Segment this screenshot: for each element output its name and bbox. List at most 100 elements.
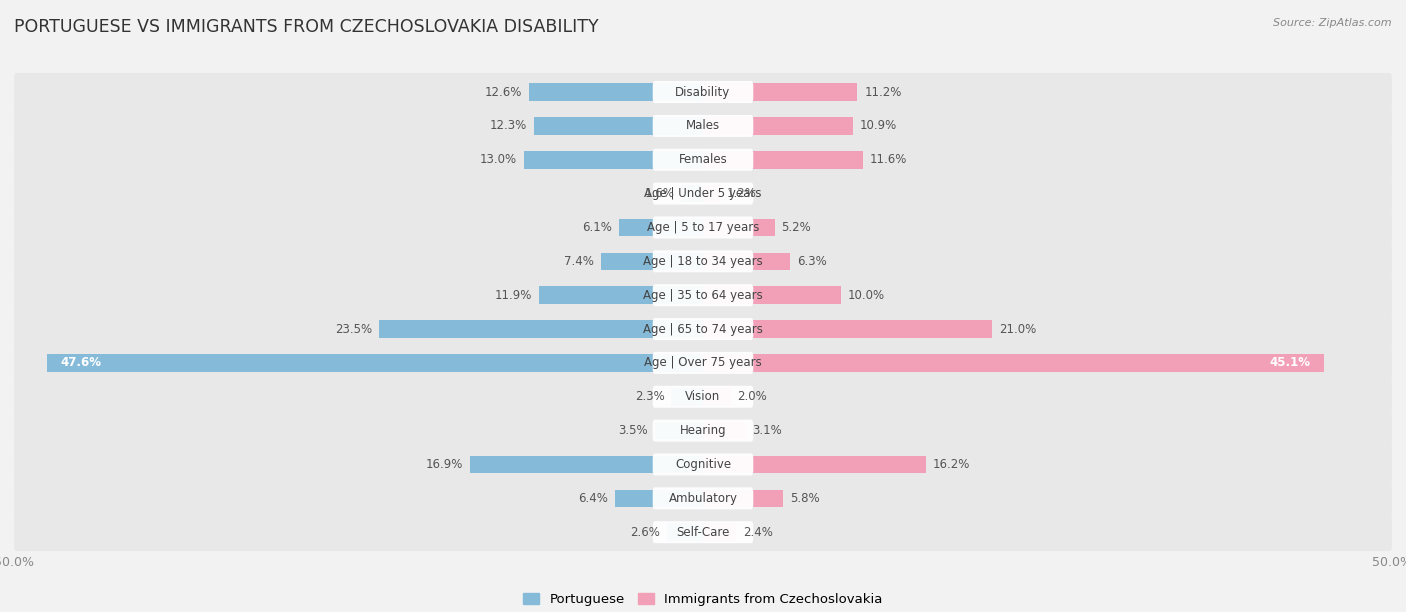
Bar	[470, 456, 703, 473]
Text: Self-Care: Self-Care	[676, 526, 730, 539]
Bar	[600, 253, 703, 270]
Bar	[703, 456, 927, 473]
FancyBboxPatch shape	[652, 182, 754, 204]
Bar	[703, 388, 731, 406]
Bar	[703, 185, 720, 203]
Text: 3.1%: 3.1%	[752, 424, 782, 437]
Text: 2.4%: 2.4%	[742, 526, 773, 539]
FancyBboxPatch shape	[14, 173, 1392, 215]
Text: Cognitive: Cognitive	[675, 458, 731, 471]
Bar	[380, 320, 703, 338]
Bar	[533, 117, 703, 135]
Text: PORTUGUESE VS IMMIGRANTS FROM CZECHOSLOVAKIA DISABILITY: PORTUGUESE VS IMMIGRANTS FROM CZECHOSLOV…	[14, 18, 599, 36]
FancyBboxPatch shape	[652, 81, 754, 103]
FancyBboxPatch shape	[14, 511, 1392, 553]
Bar	[619, 218, 703, 236]
Text: 11.2%: 11.2%	[865, 86, 901, 99]
Text: 21.0%: 21.0%	[1000, 323, 1036, 335]
FancyBboxPatch shape	[652, 250, 754, 272]
FancyBboxPatch shape	[14, 477, 1392, 520]
Text: 13.0%: 13.0%	[479, 153, 517, 166]
Bar	[671, 388, 703, 406]
Text: Disability: Disability	[675, 86, 731, 99]
Text: 5.2%: 5.2%	[782, 221, 811, 234]
Bar	[703, 422, 745, 439]
Bar	[703, 286, 841, 304]
Bar	[530, 83, 703, 101]
Bar	[703, 151, 863, 168]
FancyBboxPatch shape	[14, 274, 1392, 316]
Bar	[703, 354, 1324, 371]
FancyBboxPatch shape	[652, 420, 754, 442]
Bar	[524, 151, 703, 168]
Text: 16.2%: 16.2%	[934, 458, 970, 471]
FancyBboxPatch shape	[14, 443, 1392, 486]
Bar	[703, 490, 783, 507]
Bar	[703, 83, 858, 101]
FancyBboxPatch shape	[652, 487, 754, 509]
Text: Ambulatory: Ambulatory	[668, 492, 738, 505]
Text: 2.3%: 2.3%	[634, 390, 665, 403]
Text: Hearing: Hearing	[679, 424, 727, 437]
FancyBboxPatch shape	[652, 149, 754, 171]
Text: 45.1%: 45.1%	[1270, 356, 1310, 370]
Text: 2.6%: 2.6%	[630, 526, 661, 539]
FancyBboxPatch shape	[652, 352, 754, 374]
Text: 23.5%: 23.5%	[335, 323, 373, 335]
Legend: Portuguese, Immigrants from Czechoslovakia: Portuguese, Immigrants from Czechoslovak…	[517, 588, 889, 611]
Text: Age | 65 to 74 years: Age | 65 to 74 years	[643, 323, 763, 335]
Text: Females: Females	[679, 153, 727, 166]
Text: 1.6%: 1.6%	[644, 187, 673, 200]
Text: 1.2%: 1.2%	[727, 187, 756, 200]
Text: Males: Males	[686, 119, 720, 132]
Bar	[703, 218, 775, 236]
FancyBboxPatch shape	[14, 105, 1392, 147]
Text: 5.8%: 5.8%	[790, 492, 820, 505]
Text: 6.3%: 6.3%	[797, 255, 827, 268]
FancyBboxPatch shape	[14, 375, 1392, 418]
Text: Age | 5 to 17 years: Age | 5 to 17 years	[647, 221, 759, 234]
FancyBboxPatch shape	[14, 138, 1392, 181]
Text: Source: ZipAtlas.com: Source: ZipAtlas.com	[1274, 18, 1392, 28]
FancyBboxPatch shape	[652, 318, 754, 340]
FancyBboxPatch shape	[652, 284, 754, 306]
Text: 47.6%: 47.6%	[60, 356, 101, 370]
Text: Age | Under 5 years: Age | Under 5 years	[644, 187, 762, 200]
Bar	[614, 490, 703, 507]
Bar	[703, 523, 737, 541]
Bar	[703, 117, 853, 135]
FancyBboxPatch shape	[14, 308, 1392, 351]
Text: 6.1%: 6.1%	[582, 221, 612, 234]
FancyBboxPatch shape	[14, 341, 1392, 384]
Text: 10.9%: 10.9%	[860, 119, 897, 132]
Text: 12.3%: 12.3%	[489, 119, 527, 132]
Text: Age | Over 75 years: Age | Over 75 years	[644, 356, 762, 370]
Bar	[703, 320, 993, 338]
FancyBboxPatch shape	[652, 115, 754, 137]
Bar	[703, 253, 790, 270]
FancyBboxPatch shape	[14, 409, 1392, 452]
FancyBboxPatch shape	[652, 521, 754, 543]
Text: 16.9%: 16.9%	[426, 458, 463, 471]
Text: 6.4%: 6.4%	[578, 492, 607, 505]
Text: 10.0%: 10.0%	[848, 289, 884, 302]
FancyBboxPatch shape	[14, 206, 1392, 249]
Text: 2.0%: 2.0%	[738, 390, 768, 403]
FancyBboxPatch shape	[652, 386, 754, 408]
Text: 3.5%: 3.5%	[619, 424, 648, 437]
Text: 12.6%: 12.6%	[485, 86, 523, 99]
FancyBboxPatch shape	[14, 240, 1392, 283]
Text: 7.4%: 7.4%	[564, 255, 595, 268]
FancyBboxPatch shape	[652, 453, 754, 476]
Text: 11.6%: 11.6%	[870, 153, 907, 166]
Bar	[538, 286, 703, 304]
Text: Age | 18 to 34 years: Age | 18 to 34 years	[643, 255, 763, 268]
Bar	[668, 523, 703, 541]
Bar	[655, 422, 703, 439]
Bar	[681, 185, 703, 203]
Bar	[48, 354, 703, 371]
FancyBboxPatch shape	[14, 71, 1392, 113]
Text: Vision: Vision	[685, 390, 721, 403]
FancyBboxPatch shape	[652, 217, 754, 239]
Text: 11.9%: 11.9%	[495, 289, 531, 302]
